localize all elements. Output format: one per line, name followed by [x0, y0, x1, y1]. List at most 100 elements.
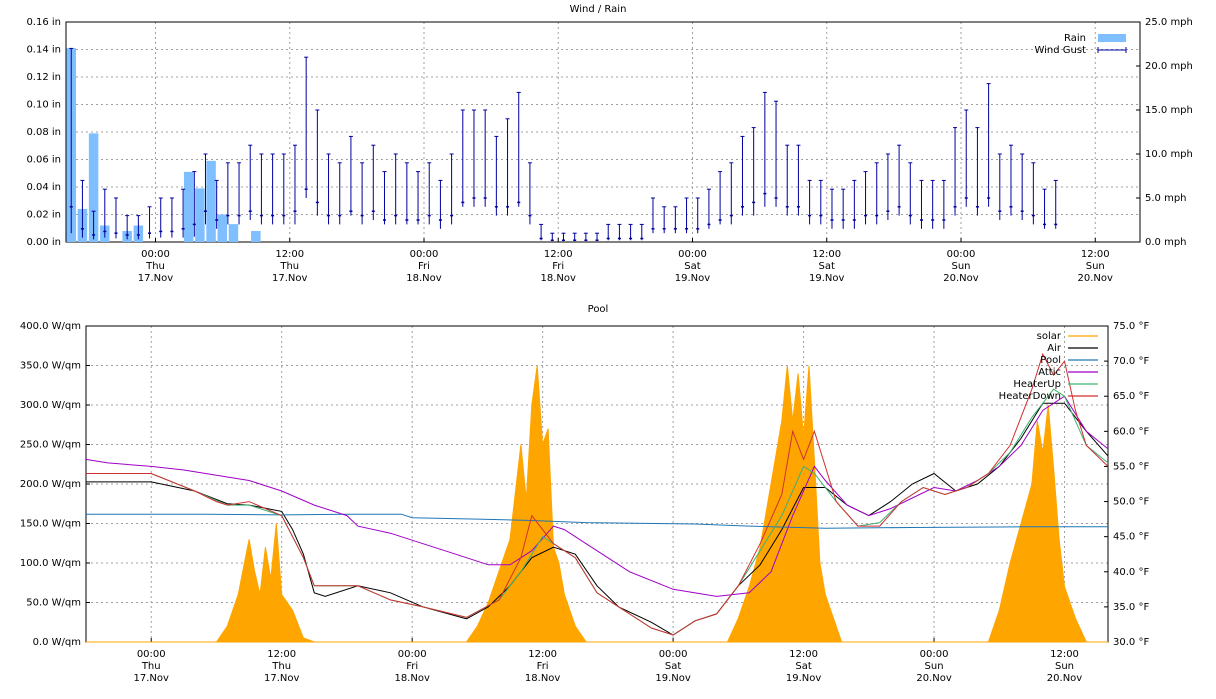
- pool-x-tick-date: 18.Nov: [525, 673, 561, 684]
- wind-rain-x-tick-time: 12:00: [544, 249, 573, 260]
- wind-rain-y-tick-label: 0.08 in: [26, 127, 61, 138]
- wind-rain-x-tick-day: Fri: [552, 261, 564, 272]
- legend-label-heaterup: HeaterUp: [1013, 379, 1061, 390]
- pool-y2-tick-label: 45.0 °F: [1113, 532, 1149, 543]
- wind-rain-x-tick-time: 12:00: [275, 249, 304, 260]
- pool-y-tick-label: 350.0 W/qm: [20, 361, 81, 372]
- pool-x-tick-day: Sat: [795, 661, 811, 672]
- pool-y2-tick-label: 75.0 °F: [1113, 321, 1149, 332]
- pool-y-tick-label: 250.0 W/qm: [20, 440, 81, 451]
- wind-rain-y-tick-label: 0.02 in: [26, 210, 61, 221]
- wind-rain-chart: 0.00 in 0.02 in 0.04 in 0.06 in 0.08 in 0.10 …: [26, 17, 1192, 284]
- rain-bar: [206, 160, 216, 242]
- pool-x-tick-time: 12:00: [789, 649, 818, 660]
- pool-y2-tick-label: 70.0 °F: [1113, 356, 1149, 367]
- pool-x-tick-date: 17.Nov: [134, 673, 170, 684]
- pool-y2-tick-label: 65.0 °F: [1113, 391, 1149, 402]
- wind-rain-y-tick-label: 0.16 in: [26, 17, 61, 28]
- rain-bar: [195, 188, 205, 242]
- pool-x-tick-day: Fri: [406, 661, 418, 672]
- wind-rain-y-tick-label: 0.04 in: [26, 182, 61, 193]
- wind-rain-chart-title: Wind / Rain: [570, 4, 627, 15]
- wind-rain-y-tick-label: 0.14 in: [26, 45, 61, 56]
- wind-rain-x-tick-date: 18.Nov: [406, 273, 442, 284]
- pool-x-tick-date: 19.Nov: [655, 673, 691, 684]
- wind-rain-x-tick-date: 20.Nov: [1078, 273, 1114, 284]
- pool-y2-tick-label: 30.0 °F: [1113, 637, 1149, 648]
- wind-rain-x-tick-date: 17.Nov: [272, 273, 308, 284]
- pool-y2-tick-label: 60.0 °F: [1113, 426, 1149, 437]
- wind-rain-x-tick-day: Sat: [819, 261, 835, 272]
- legend-label-solar: solar: [1037, 331, 1062, 342]
- pool-y2-tick-label: 55.0 °F: [1113, 461, 1149, 472]
- wind-rain-x-tick-date: 19.Nov: [675, 273, 711, 284]
- wind-rain-y-tick-label: 0.00 in: [26, 237, 61, 248]
- wind-rain-x-tick-time: 12:00: [1081, 249, 1110, 260]
- pool-y-tick-label: 50.0 W/qm: [26, 598, 81, 609]
- pool-x-tick-time: 00:00: [920, 649, 949, 660]
- pool-x-tick-day: Sun: [1055, 661, 1074, 672]
- series-pool: [86, 513, 1108, 529]
- pool-x-tick-date: 20.Nov: [1047, 673, 1083, 684]
- legend-swatch-rain: [1098, 34, 1126, 42]
- pool-x-tick-day: Fri: [537, 661, 549, 672]
- pool-y2-tick-label: 40.0 °F: [1113, 567, 1149, 578]
- rain-bar: [217, 214, 228, 242]
- pool-x-tick-time: 00:00: [659, 649, 688, 660]
- legend-label-pool: Pool: [1040, 355, 1061, 366]
- wind-rain-x-tick-day: Sat: [684, 261, 700, 272]
- series-heaterdown: [86, 352, 1109, 636]
- rain-bar: [88, 133, 99, 242]
- pool-y2-tick-label: 50.0 °F: [1113, 497, 1149, 508]
- wind-rain-x-tick-date: 17.Nov: [138, 273, 174, 284]
- pool-y-tick-label: 200.0 W/qm: [20, 479, 81, 490]
- pool-x-tick-date: 17.Nov: [264, 673, 300, 684]
- wind-rain-x-tick-time: 12:00: [812, 249, 841, 260]
- wind-rain-x-tick-time: 00:00: [947, 249, 976, 260]
- legend-label-rain: Rain: [1064, 33, 1086, 44]
- wind-rain-y2-tick-label: 0.0 mph: [1145, 237, 1187, 248]
- legend-label-attic: Attic: [1038, 367, 1061, 378]
- pool-x-tick-date: 20.Nov: [916, 673, 952, 684]
- wind-rain-x-tick-time: 00:00: [678, 249, 707, 260]
- wind-rain-y2-tick-label: 5.0 mph: [1145, 193, 1187, 204]
- wind-rain-y2-tick-label: 25.0 mph: [1145, 17, 1193, 28]
- wind-rain-y-tick-label: 0.12 in: [26, 72, 61, 83]
- pool-x-tick-day: Thu: [141, 661, 161, 672]
- series-solar: [86, 365, 1108, 643]
- pool-x-tick-date: 18.Nov: [394, 673, 430, 684]
- wind-rain-y2-tick-label: 10.0 mph: [1145, 149, 1193, 160]
- pool-y2-tick-label: 35.0 °F: [1113, 602, 1149, 613]
- wind-rain-y2-tick-label: 15.0 mph: [1145, 105, 1193, 116]
- pool-y-tick-label: 100.0 W/qm: [20, 558, 81, 569]
- pool-x-tick-time: 00:00: [398, 649, 427, 660]
- pool-x-tick-date: 19.Nov: [786, 673, 822, 684]
- wind-rain-plot-frame: [65, 21, 1141, 243]
- legend-label-heaterdown: HeaterDown: [999, 391, 1061, 402]
- pool-x-tick-time: 12:00: [528, 649, 557, 660]
- wind-rain-x-tick-day: Sun: [951, 261, 970, 272]
- wind-rain-x-tick-day: Thu: [145, 261, 165, 272]
- pool-x-tick-time: 12:00: [267, 649, 296, 660]
- wind-rain-x-tick-day: Sun: [1086, 261, 1105, 272]
- wind-rain-y2-tick-label: 20.0 mph: [1145, 61, 1193, 72]
- wind-rain-x-tick-date: 20.Nov: [943, 273, 979, 284]
- pool-y-tick-label: 150.0 W/qm: [20, 519, 81, 530]
- series-attic: [85, 395, 1109, 597]
- pool-x-tick-day: Sat: [665, 661, 681, 672]
- pool-chart-title: Pool: [588, 304, 609, 315]
- pool-x-tick-time: 00:00: [137, 649, 166, 660]
- pool-x-tick-day: Thu: [271, 661, 291, 672]
- rain-bar: [228, 224, 239, 242]
- pool-y-tick-label: 0.0 W/qm: [33, 637, 81, 648]
- rain-bar: [251, 231, 261, 242]
- legend-label-air: Air: [1047, 343, 1062, 354]
- wind-rain-y-tick-label: 0.06 in: [26, 155, 61, 166]
- pool-x-tick-time: 12:00: [1050, 649, 1079, 660]
- pool-y-tick-label: 400.0 W/qm: [20, 321, 81, 332]
- wind-rain-x-tick-date: 19.Nov: [809, 273, 845, 284]
